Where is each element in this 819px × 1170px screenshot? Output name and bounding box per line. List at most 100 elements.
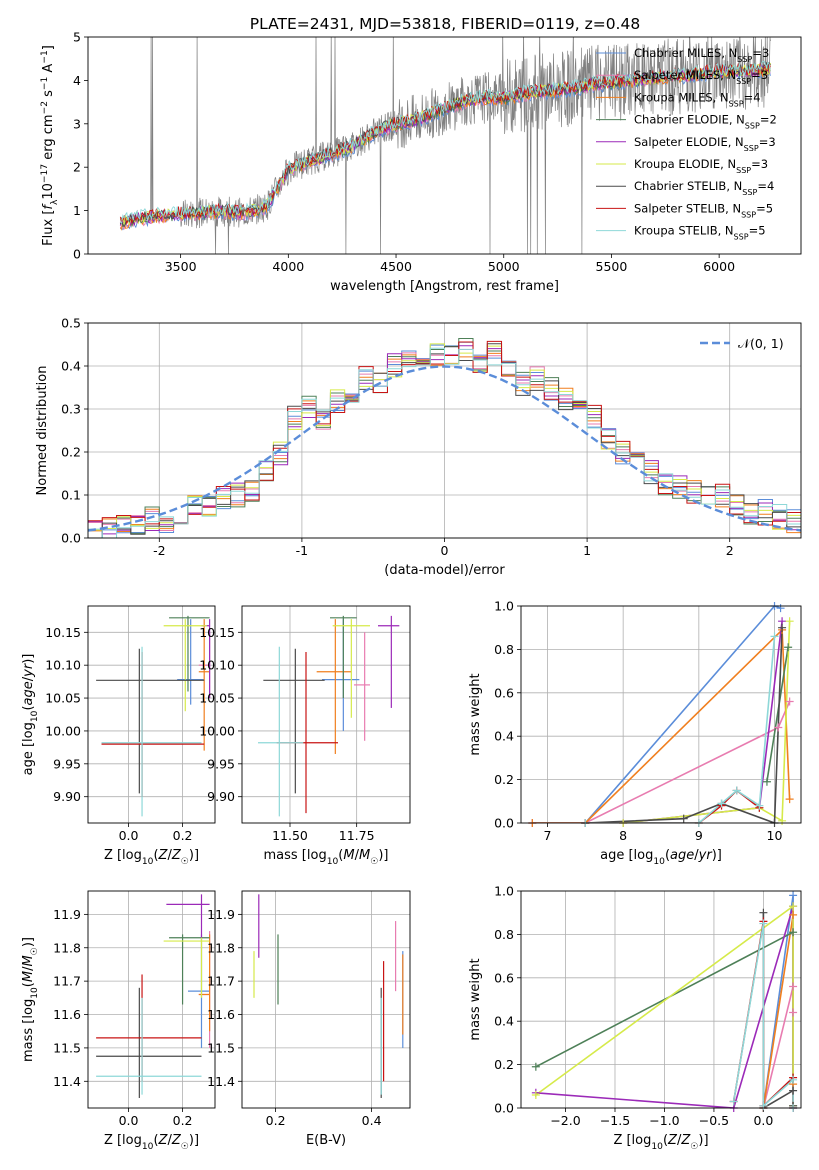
plot-area xyxy=(253,894,404,1098)
residual-histogram xyxy=(88,347,801,538)
y-tick-label: 9.90 xyxy=(207,789,235,804)
y-tick-label: 10.05 xyxy=(45,691,81,706)
legend-label: Kroupa STELIB, NSSP=5 xyxy=(634,224,766,242)
y-tick-label: 0.5 xyxy=(61,316,81,331)
data-point-marker xyxy=(759,1101,768,1110)
x-tick-label: 6000 xyxy=(703,259,735,274)
data-point-marker xyxy=(789,891,798,900)
y-tick-label: 9.95 xyxy=(207,756,235,771)
y-tick-label: 10.10 xyxy=(199,658,235,673)
figure-title: PLATE=2431, MJD=53818, FIBERID=0119, z=0… xyxy=(250,15,640,33)
plot-area xyxy=(88,337,801,538)
data-point-marker xyxy=(755,801,764,810)
y-tick-label: 1 xyxy=(73,203,81,218)
y-tick-label: 1.0 xyxy=(494,599,514,614)
data-point-marker xyxy=(759,908,768,917)
axes-frame xyxy=(241,890,411,1109)
model-spectrum xyxy=(119,61,771,228)
panel-age_vs_Z: 0.0 0.2 9.90 9.95 10.00 10.05 10.10 10.15 Z [log… xyxy=(21,605,216,867)
panel-spectrum: 3500 4000 4500 5000 5500 6000 0 1 2 3 4 5 wavelength… xyxy=(40,30,802,294)
y-tick-label: 0.0 xyxy=(494,816,514,831)
data-point-marker xyxy=(789,1086,798,1095)
x-tick-label: 4500 xyxy=(380,259,412,274)
y-tick-label: 11.9 xyxy=(53,907,81,922)
mass-weight-line xyxy=(762,914,794,1108)
x-tick-label: 0.0 xyxy=(119,828,139,843)
y-tick-label: 11.7 xyxy=(53,974,81,989)
model-spectrum xyxy=(120,60,771,224)
y-tick-label: 9.95 xyxy=(53,756,81,771)
x-tick-label: -1 xyxy=(296,543,308,558)
y-tick-label: 11.9 xyxy=(207,907,235,922)
data-point-marker xyxy=(679,814,688,823)
axes-frame xyxy=(520,890,802,1109)
x-tick-label: 10 xyxy=(767,828,783,843)
x-tick-label: 1 xyxy=(583,543,591,558)
x-tick-label: 8 xyxy=(619,828,627,843)
x-tick-label: 0.2 xyxy=(173,1113,193,1128)
data-point-marker xyxy=(774,723,783,732)
y-tick-label: 11.4 xyxy=(207,1074,235,1089)
y-tick-label: 10.15 xyxy=(45,625,81,640)
observed-spectrum xyxy=(119,37,771,254)
data-point-marker xyxy=(778,816,787,825)
x-tick-label: 11.50 xyxy=(272,828,308,843)
x-axis-label: mass [log10(M/M☉)] xyxy=(264,848,389,867)
panel-residuals: -2 -1 0 1 2 0.0 0.1 0.2 0.3 0.4 0.5 (data-model)/er… xyxy=(35,316,802,578)
axes-frame xyxy=(87,890,216,1109)
x-tick-label: 5500 xyxy=(596,259,628,274)
y-tick-label: 10.00 xyxy=(199,723,235,738)
y-tick-label: 0.0 xyxy=(494,1101,514,1116)
y-tick-label: 11.7 xyxy=(207,974,235,989)
legend-label: 𝒩(0, 1) xyxy=(738,336,784,351)
axes-frame xyxy=(241,605,411,824)
data-point-marker xyxy=(785,795,794,804)
data-point-marker xyxy=(729,1097,738,1106)
mass-weight-line xyxy=(532,606,781,823)
y-axis-label: mass weight xyxy=(468,673,483,755)
x-tick-label: 9 xyxy=(695,828,703,843)
y-axis-label: Flux [fλ10−17 erg cm−2 s−1 A−1] xyxy=(40,45,60,246)
x-tick-label: 0.2 xyxy=(266,1113,286,1128)
y-tick-label: 9.90 xyxy=(53,789,81,804)
y-tick-label: 4 xyxy=(73,73,81,88)
x-tick-label: −2.0 xyxy=(550,1113,580,1128)
data-point-marker xyxy=(784,643,793,652)
x-axis-label: Z [log10(Z/Z☉)] xyxy=(104,1133,199,1152)
y-tick-label: 0.1 xyxy=(61,488,81,503)
data-point-marker xyxy=(789,1008,798,1017)
y-tick-label: 0.4 xyxy=(494,1014,514,1029)
y-tick-label: 0.6 xyxy=(494,685,514,700)
x-axis-label: wavelength [Angstrom, rest frame] xyxy=(330,279,559,294)
y-tick-label: 0.2 xyxy=(494,772,514,787)
x-tick-label: 11.75 xyxy=(339,828,375,843)
x-tick-label: 0.0 xyxy=(119,1113,139,1128)
y-tick-label: 11.8 xyxy=(53,940,81,955)
y-tick-label: 11.6 xyxy=(53,1007,81,1022)
data-point-marker xyxy=(778,623,787,632)
x-tick-label: −0.5 xyxy=(699,1113,729,1128)
y-tick-label: 11.8 xyxy=(207,940,235,955)
y-tick-label: 0.8 xyxy=(494,642,514,657)
y-tick-label: 11.5 xyxy=(53,1040,81,1055)
x-axis-label: Z [log10(Z/Z☉)] xyxy=(613,1133,708,1152)
legend-label: Chabrier ELODIE, NSSP=2 xyxy=(634,113,777,131)
y-tick-label: 10.10 xyxy=(45,658,81,673)
x-tick-label: 3500 xyxy=(165,259,197,274)
data-point-marker xyxy=(789,902,798,911)
y-tick-label: 1.0 xyxy=(494,884,514,899)
mass-weight-line xyxy=(532,701,791,823)
legend-label: Salpeter ELODIE, NSSP=3 xyxy=(634,135,776,153)
x-axis-label: (data-model)/error xyxy=(384,563,505,578)
y-tick-label: 0.4 xyxy=(494,729,514,744)
plot-area xyxy=(532,606,791,823)
y-tick-label: 0.6 xyxy=(494,970,514,985)
y-tick-label: 0.0 xyxy=(61,531,81,546)
x-tick-label: 7 xyxy=(544,828,552,843)
y-axis-label: age [log10(age/yr)] xyxy=(21,654,40,776)
x-axis-label: age [log10(age/yr)] xyxy=(600,848,722,867)
y-axis-label: mass weight xyxy=(468,958,483,1040)
data-point-marker xyxy=(785,617,794,626)
y-tick-label: 0 xyxy=(73,247,81,262)
